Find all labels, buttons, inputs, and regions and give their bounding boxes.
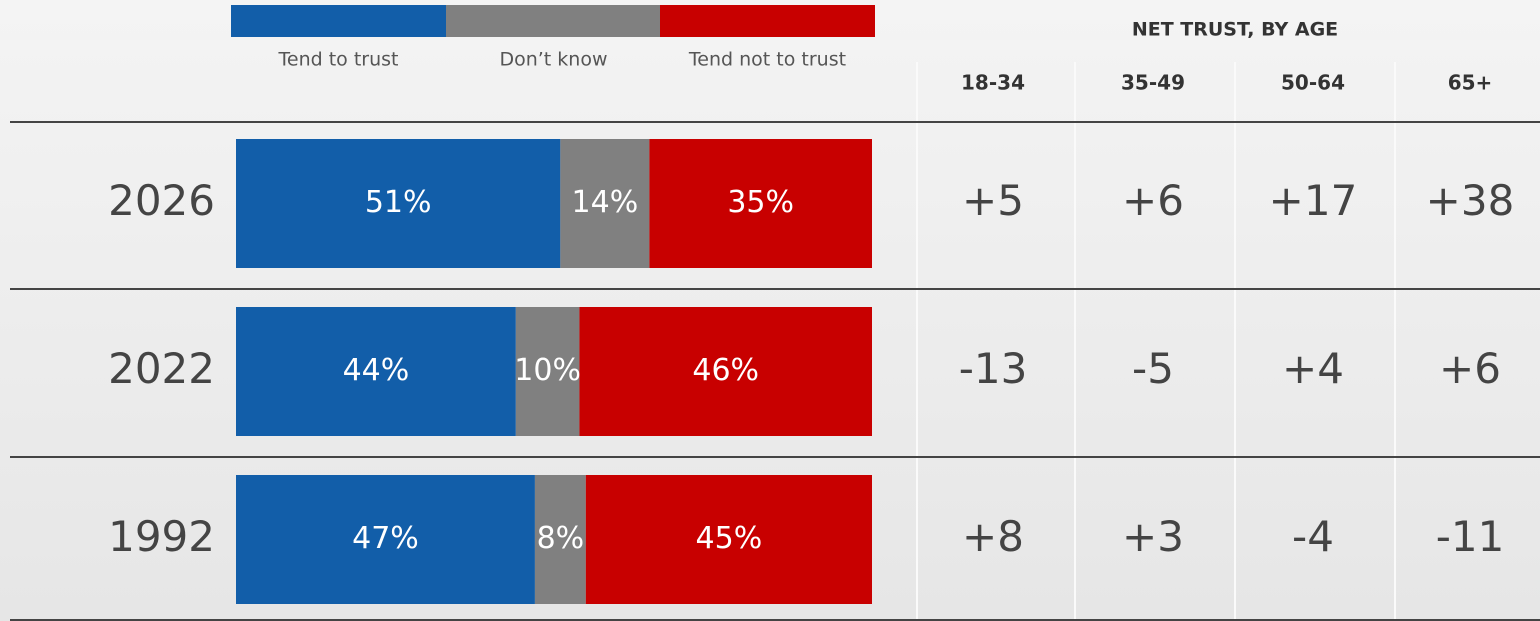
legend-swatch	[446, 5, 661, 37]
table-cell: +6	[1122, 176, 1184, 225]
table-cell: +17	[1269, 176, 1358, 225]
bar-segment	[515, 307, 580, 436]
table-cell: +6	[1439, 344, 1501, 393]
category-label: 2026	[108, 176, 215, 225]
table-cell: +3	[1122, 512, 1184, 561]
bar-segment	[560, 139, 650, 268]
legend-swatch	[231, 5, 446, 37]
data-label: 51%	[365, 185, 432, 220]
bar-segment	[649, 139, 872, 268]
bar-segment	[579, 307, 872, 436]
data-label: 8%	[537, 521, 585, 556]
legend-label: Don’t know	[499, 49, 607, 71]
bar-segment	[534, 475, 586, 604]
table-title: NET TRUST, BY AGE	[1132, 19, 1338, 41]
table-cell: +38	[1426, 176, 1515, 225]
legend-label: Tend not to trust	[688, 49, 846, 71]
bar-segment	[236, 139, 561, 268]
table-cell: +8	[962, 512, 1024, 561]
data-label: 46%	[692, 353, 759, 388]
table-cell: -4	[1292, 512, 1334, 561]
table-cell: -5	[1132, 344, 1174, 393]
category-label: 2022	[108, 344, 215, 393]
data-label: 14%	[572, 185, 639, 220]
data-label: 44%	[343, 353, 410, 388]
column-header: 50-64	[1281, 71, 1345, 95]
table-cell: +4	[1282, 344, 1344, 393]
bar-segment	[585, 475, 872, 604]
table-cell: -13	[959, 344, 1028, 393]
category-label: 1992	[108, 512, 215, 561]
data-label: 10%	[514, 353, 581, 388]
column-header: 18-34	[961, 71, 1025, 95]
legend-swatch	[660, 5, 875, 37]
legend-label: Tend to trust	[278, 49, 399, 71]
bar-segment	[236, 475, 535, 604]
data-label: 45%	[696, 521, 763, 556]
data-label: 47%	[352, 521, 419, 556]
bar-segment	[236, 307, 516, 436]
column-header: 35-49	[1121, 71, 1185, 95]
table-cell: +5	[962, 176, 1024, 225]
table-cell: -11	[1436, 512, 1505, 561]
data-label: 35%	[727, 185, 794, 220]
column-header: 65+	[1448, 71, 1493, 95]
